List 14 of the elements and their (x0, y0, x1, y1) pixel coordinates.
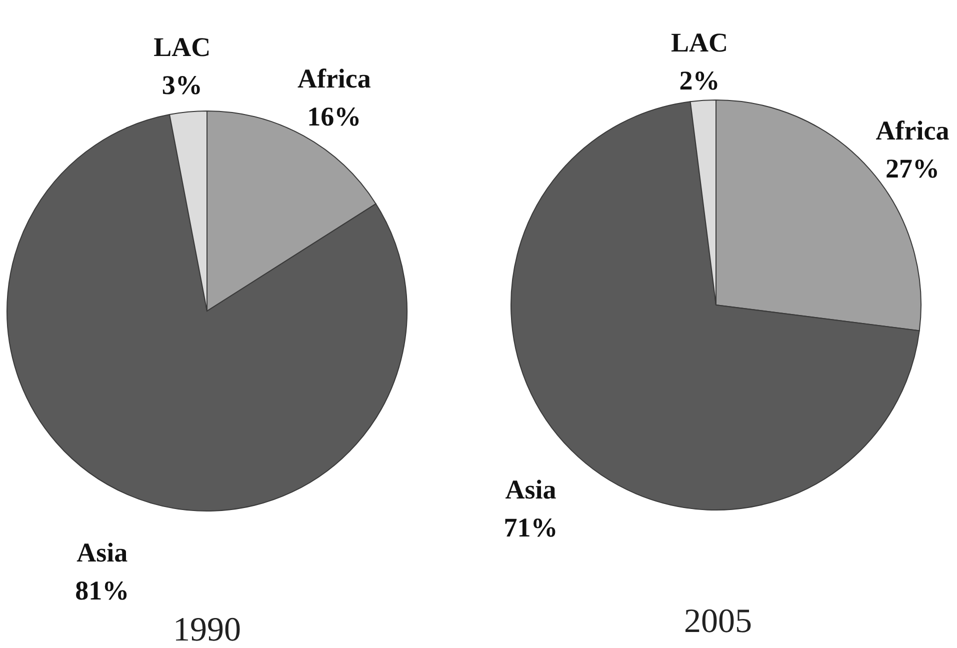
data-label: 2% (679, 66, 720, 96)
slice-label: LAC (154, 32, 211, 62)
data-label: 3% (162, 70, 202, 100)
data-label: 16% (307, 102, 362, 132)
data-label: 81% (75, 575, 130, 606)
slice-label: LAC (671, 28, 728, 58)
text: 1990 (173, 611, 241, 648)
slice-label: Asia (505, 474, 557, 504)
text: 2005 (684, 603, 752, 640)
data-label: 71% (504, 512, 558, 542)
slice-label: Asia (76, 537, 128, 568)
data-label: 27% (886, 154, 940, 184)
slice-label: Africa (297, 64, 372, 94)
slice-label: Africa (876, 116, 950, 146)
